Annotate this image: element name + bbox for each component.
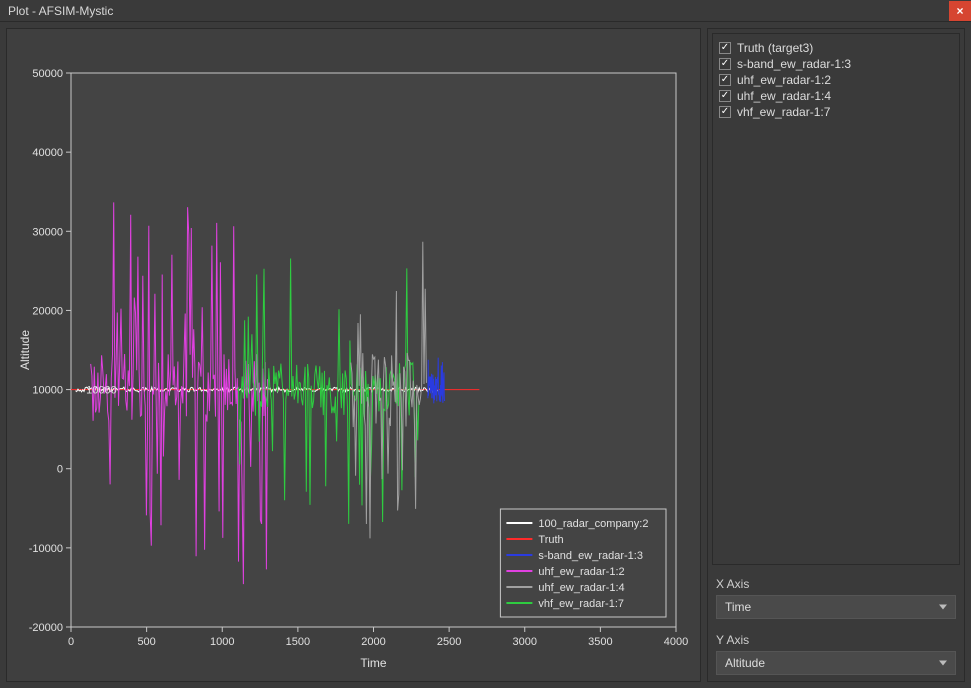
checklist-item[interactable]: ✓ s-band_ew_radar-1:3 [717, 56, 955, 72]
x-axis-group: X Axis Time [708, 569, 964, 625]
svg-text:0: 0 [57, 464, 63, 476]
svg-text:0: 0 [68, 636, 74, 648]
svg-text:10000: 10000 [86, 385, 117, 397]
svg-text:-20000: -20000 [29, 622, 63, 634]
svg-text:4000: 4000 [664, 636, 688, 648]
checklist-label: Truth (target3) [737, 41, 813, 55]
svg-text:Truth: Truth [538, 534, 563, 546]
x-axis-select[interactable]: Time [716, 595, 956, 619]
svg-text:40000: 40000 [32, 147, 63, 159]
svg-text:uhf_ew_radar-1:4: uhf_ew_radar-1:4 [538, 582, 624, 594]
svg-text:100_radar_company:2: 100_radar_company:2 [538, 518, 648, 530]
check-icon: ✓ [719, 90, 731, 102]
window-title: Plot - AFSIM-Mystic [8, 4, 949, 18]
checklist-item[interactable]: ✓ Truth (target3) [717, 40, 955, 56]
svg-text:50000: 50000 [32, 68, 63, 80]
plot-panel: 0 500 1000 1500 2000 2500 3000 3500 4000 -20000 -1… [6, 28, 701, 682]
svg-text:vhf_ew_radar-1:7: vhf_ew_radar-1:7 [538, 598, 624, 610]
checklist-label: uhf_ew_radar-1:2 [737, 73, 831, 87]
y-axis-value: Altitude [725, 656, 765, 670]
checklist-item[interactable]: ✓ uhf_ew_radar-1:4 [717, 88, 955, 104]
close-button[interactable]: × [949, 1, 971, 21]
check-icon: ✓ [719, 74, 731, 86]
svg-text:Altitude: Altitude [18, 330, 32, 370]
plot-svg: 0 500 1000 1500 2000 2500 3000 3500 4000 -20000 -1… [11, 33, 696, 677]
check-icon: ✓ [719, 58, 731, 70]
svg-text:30000: 30000 [32, 226, 63, 238]
close-icon: × [956, 4, 963, 18]
svg-text:3500: 3500 [588, 636, 612, 648]
y-axis-label: Y Axis [716, 633, 956, 647]
y-axis-select[interactable]: Altitude [716, 651, 956, 675]
plot-area[interactable]: 0 500 1000 1500 2000 2500 3000 3500 4000 -20000 -1… [11, 33, 696, 677]
svg-text:1000: 1000 [210, 636, 234, 648]
svg-text:-10000: -10000 [29, 543, 63, 555]
svg-text:10000: 10000 [32, 385, 63, 397]
window: Plot - AFSIM-Mystic × 0 500 1000 1500 2000 25… [0, 0, 971, 688]
svg-text:500: 500 [137, 636, 155, 648]
chevron-down-icon [939, 605, 947, 610]
checklist-item[interactable]: ✓ uhf_ew_radar-1:2 [717, 72, 955, 88]
svg-text:3000: 3000 [513, 636, 537, 648]
checklist-label: s-band_ew_radar-1:3 [737, 57, 851, 71]
check-icon: ✓ [719, 106, 731, 118]
svg-text:uhf_ew_radar-1:2: uhf_ew_radar-1:2 [538, 566, 624, 578]
titlebar: Plot - AFSIM-Mystic × [0, 0, 971, 22]
svg-text:1500: 1500 [286, 636, 310, 648]
x-axis-label: X Axis [716, 577, 956, 591]
chevron-down-icon [939, 661, 947, 666]
checklist-item[interactable]: ✓ vhf_ew_radar-1:7 [717, 104, 955, 120]
x-axis-value: Time [725, 600, 751, 614]
checklist-label: vhf_ew_radar-1:7 [737, 105, 830, 119]
y-axis-group: Y Axis Altitude [708, 625, 964, 681]
svg-text:2500: 2500 [437, 636, 461, 648]
series-checklist: ✓ Truth (target3) ✓ s-band_ew_radar-1:3 ✓ uhf… [712, 33, 960, 565]
check-icon: ✓ [719, 42, 731, 54]
checklist-label: uhf_ew_radar-1:4 [737, 89, 831, 103]
svg-text:s-band_ew_radar-1:3: s-band_ew_radar-1:3 [538, 550, 643, 562]
svg-text:Time: Time [360, 656, 387, 670]
side-panel: ✓ Truth (target3) ✓ s-band_ew_radar-1:3 ✓ uhf… [707, 28, 965, 682]
svg-text:2000: 2000 [361, 636, 385, 648]
body: 0 500 1000 1500 2000 2500 3000 3500 4000 -20000 -1… [0, 22, 971, 688]
svg-text:20000: 20000 [32, 305, 63, 317]
